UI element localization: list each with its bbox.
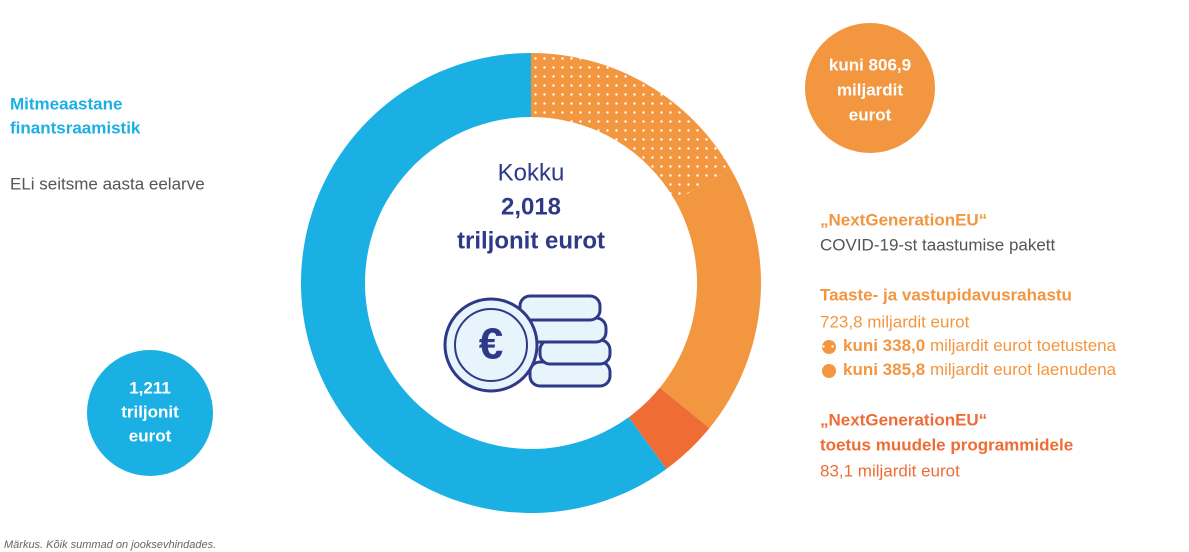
bubble-text: eurot: [849, 105, 892, 124]
bubble-text: triljonit: [121, 402, 179, 421]
rrf-item: kuni 338,0 miljardit eurot toetustena: [843, 336, 1117, 355]
coins-icon: [443, 294, 612, 393]
bubble-text: eurot: [129, 426, 172, 445]
center-total: 2,018: [501, 193, 561, 220]
bubble-text: miljardit: [837, 80, 903, 99]
other-title: „NextGenerationEU“: [820, 410, 987, 429]
euro-symbol: €: [479, 320, 503, 369]
bullet-solid: [822, 364, 836, 378]
rrf-amount: 723,8 miljardit eurot: [820, 312, 970, 331]
left-title: Mitmeaastane: [10, 94, 122, 113]
left-title: finantsraamistik: [10, 118, 141, 137]
left-bubble: [87, 350, 213, 476]
donut-segment: [300, 53, 667, 513]
item-text: miljardit eurot laenudena: [925, 360, 1116, 379]
item-bold: kuni 338,0: [843, 336, 925, 355]
center-unit: triljonit eurot: [457, 227, 605, 254]
bubble-text: 1,211: [129, 378, 171, 397]
donut-segment: [531, 53, 731, 201]
center-label: Kokku: [498, 159, 565, 186]
top-bubble: [805, 23, 935, 153]
donut-segment: [628, 387, 710, 469]
donut-segment: [659, 169, 761, 429]
ngeu-subtitle: COVID-19-st taastumise pakett: [820, 235, 1056, 254]
bubble-text: kuni 806,9: [829, 55, 911, 74]
other-amount: 83,1 miljardit eurot: [820, 461, 960, 480]
item-text: miljardit eurot toetustena: [925, 336, 1116, 355]
rrf-item: kuni 385,8 miljardit eurot laenudena: [843, 360, 1117, 379]
item-bold: kuni 385,8: [843, 360, 925, 379]
ngeu-title: „NextGenerationEU“: [820, 210, 987, 229]
rrf-title: Taaste- ja vastupidavusrahastu: [820, 285, 1072, 304]
other-title: toetus muudele programmidele: [820, 435, 1073, 454]
bullet-dots: [822, 340, 836, 354]
donut: [300, 53, 761, 513]
note: Märkus. Kõik summad on jooksevhindades.: [4, 539, 216, 551]
left-subtitle: ELi seitsme aasta eelarve: [10, 174, 205, 193]
